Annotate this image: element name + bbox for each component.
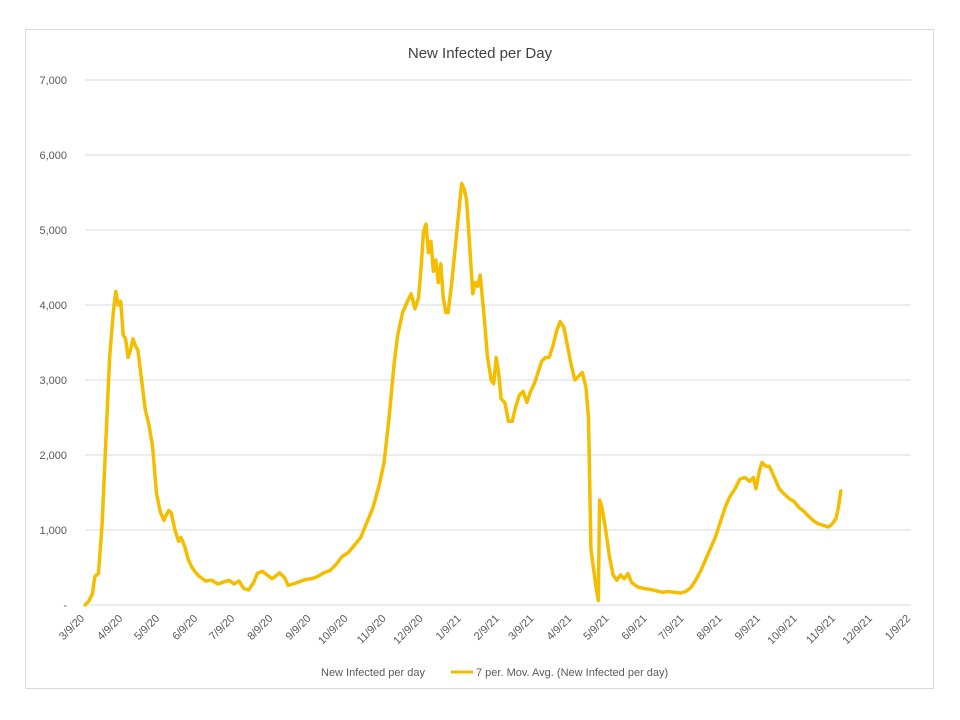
x-tick-label: 4/9/20 (95, 613, 125, 643)
y-tick-label: 2,000 (39, 450, 67, 462)
x-tick-label: 1/9/22 (883, 613, 913, 643)
y-tick-label: 3,000 (39, 375, 67, 387)
x-tick-label: 7/9/20 (207, 613, 237, 643)
x-tick-label: 6/9/20 (170, 613, 200, 643)
legend-label-moving-average: 7 per. Mov. Avg. (New Infected per day) (476, 667, 668, 679)
x-tick-label: 1/9/21 (434, 613, 464, 643)
legend: New Infected per day 7 per. Mov. Avg. (N… (321, 667, 668, 679)
series-layer (83, 181, 843, 607)
line-chart: New Infected per Day - 1,000 2,000 3,000 4,0… (39, 45, 913, 679)
x-tick-label: 5/9/20 (132, 613, 162, 643)
chart-title: New Infected per Day (408, 45, 553, 62)
y-tick-label: 5,000 (39, 225, 67, 237)
x-tick-label: 8/9/21 (695, 613, 725, 643)
x-tick-label: 8/9/20 (245, 613, 275, 643)
x-tick-label: 12/9/21 (841, 613, 875, 647)
y-axis: - 1,000 2,000 3,000 4,000 5,000 6,000 7,000 (39, 75, 67, 612)
y-tick-label: 6,000 (39, 150, 67, 162)
gridlines (85, 79, 911, 606)
x-tick-label: 11/9/21 (804, 613, 838, 647)
x-tick-label: 9/9/21 (733, 613, 763, 643)
x-tick-label: 3/9/21 (506, 613, 536, 643)
x-tick-label: 7/9/21 (656, 613, 686, 643)
y-tick-label: 1,000 (39, 525, 67, 537)
x-axis: 3/9/20 4/9/20 5/9/20 6/9/20 7/9/20 8/9/20 9/9/… (57, 613, 913, 647)
x-tick-label: 11/9/20 (355, 613, 389, 647)
x-tick-label: 2/9/21 (472, 613, 502, 643)
x-tick-label: 4/9/21 (544, 613, 574, 643)
x-tick-label: 10/9/20 (316, 613, 350, 647)
x-tick-label: 9/9/20 (284, 613, 314, 643)
y-tick-label: - (63, 600, 67, 612)
x-tick-label: 3/9/20 (57, 613, 87, 643)
series-line-moving-average (83, 181, 843, 607)
legend-label-raw: New Infected per day (321, 667, 425, 679)
chart-frame: New Infected per Day - 1,000 2,000 3,000 4,0… (25, 29, 934, 689)
x-tick-label: 10/9/21 (765, 613, 799, 647)
x-tick-label: 6/9/21 (620, 613, 650, 643)
x-tick-label: 12/9/20 (391, 613, 425, 647)
x-tick-label: 5/9/21 (581, 613, 611, 643)
y-tick-label: 7,000 (39, 75, 67, 87)
y-tick-label: 4,000 (39, 300, 67, 312)
